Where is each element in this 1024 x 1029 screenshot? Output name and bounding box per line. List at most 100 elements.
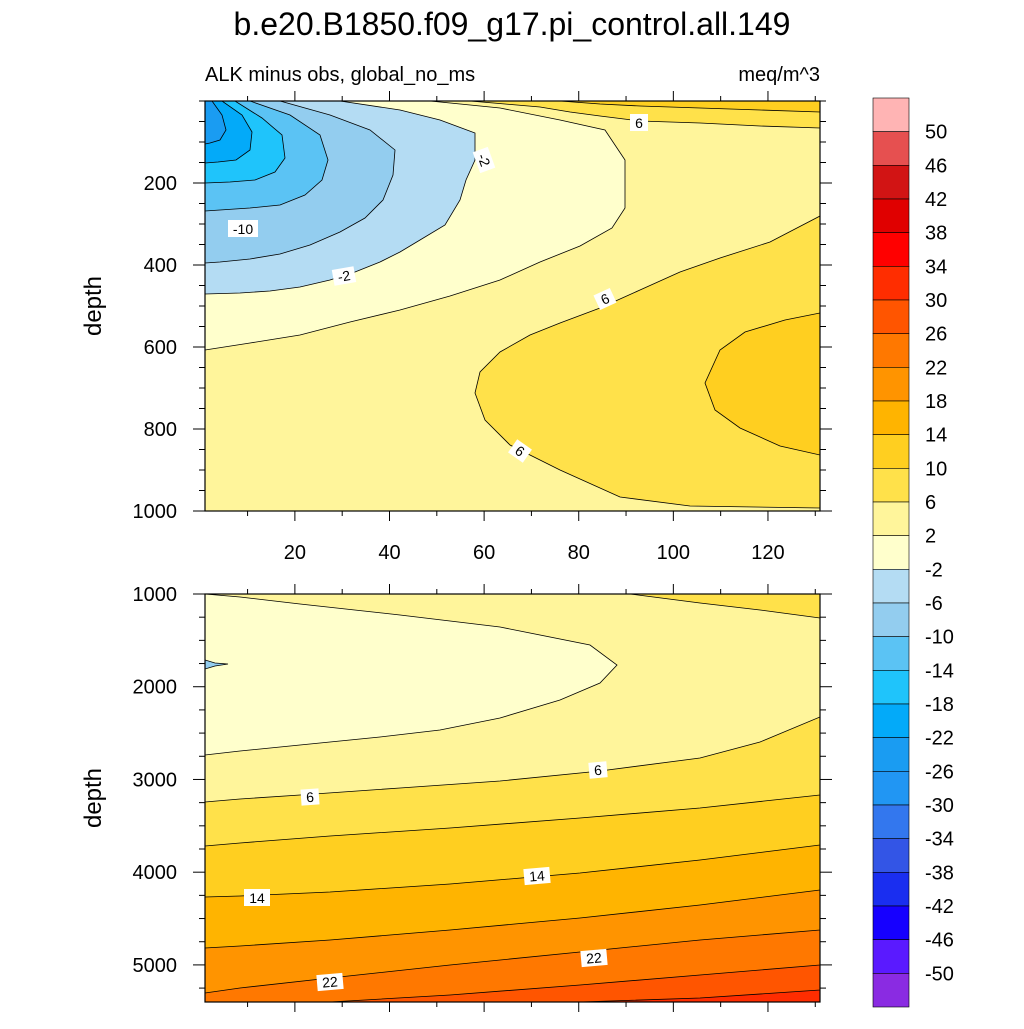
colorbar-box [872, 501, 910, 536]
colorbar-label: 26 [925, 324, 947, 346]
colorbar-label: -38 [925, 862, 954, 884]
lower-panel [205, 594, 820, 1002]
colorbar-label: 2 [925, 526, 936, 548]
y-tick-label: 4000 [133, 862, 178, 884]
colorbar-label: 42 [925, 189, 947, 211]
y-tick-label: 2000 [133, 677, 178, 699]
colorbar-box [872, 131, 910, 166]
colorbar-label: -22 [925, 728, 954, 750]
colorbar-box [872, 198, 910, 233]
upper-contour-label-m2-b: -2 [336, 267, 351, 285]
upper-contour-labels: 6 -2 -10 -2 6 6 [228, 114, 648, 463]
top-fill-14-right [704, 312, 820, 456]
colorbar-label: -42 [925, 896, 954, 918]
x-tick-label: 20 [284, 542, 306, 564]
colorbar-box [872, 232, 910, 267]
lower-panel-frame [204, 593, 821, 1003]
x-tick-label: 60 [473, 542, 495, 564]
y-tick-label: 3000 [133, 769, 178, 791]
lower-label-5: 22 [580, 948, 608, 968]
colorbar-box [872, 367, 910, 402]
colorbar-label: 38 [925, 223, 947, 245]
colorbar-label: 14 [925, 425, 947, 447]
bot-fill-surface-10 [629, 594, 820, 619]
colorbar-label: 34 [925, 256, 947, 278]
upper-label-6: 6 [508, 439, 532, 463]
colorbar-box [872, 905, 910, 940]
axis-ticks-upper [193, 91, 832, 521]
bottom-ylabel: depth [80, 768, 107, 828]
colorbar-label: -6 [925, 593, 943, 615]
bot-fill-2 [205, 594, 618, 756]
axis-tick-labels-upper: 20 40 60 80 100 120 200 400 600 800 1000 [133, 173, 785, 564]
upper-label-3: -10 [228, 220, 258, 237]
x-tick-label: 100 [657, 542, 690, 564]
colorbar-label: -18 [925, 694, 954, 716]
colorbar-box [872, 97, 910, 132]
lower-label-6: 22 [316, 972, 344, 992]
colorbar-box [872, 333, 910, 368]
upper-label-2: -2 [472, 146, 496, 174]
colorbar-box [872, 670, 910, 705]
colorbar-label: -14 [925, 660, 954, 682]
lower-contour-label-6-a: 6 [593, 762, 602, 779]
colorbar-label: -10 [925, 627, 954, 649]
colorbar-box [872, 939, 910, 974]
colorbar-label: 50 [925, 122, 947, 144]
chart-units-label: meq/m^3 [738, 64, 820, 86]
lower-contour-label-6-b: 6 [306, 789, 315, 806]
lower-contour-label-22-a: 22 [586, 949, 603, 966]
colorbar-box [872, 973, 910, 1008]
colorbar-box [872, 299, 910, 334]
x-tick-label: 120 [751, 542, 784, 564]
axes: 20 40 60 80 100 120 200 400 600 800 1000 1000 2000 30… [133, 91, 832, 1012]
colorbar-box [872, 703, 910, 738]
chart-subtitle-left: ALK minus obs, global_no_ms [205, 64, 475, 86]
colorbar-box [872, 636, 910, 671]
colorbar-box [872, 434, 910, 469]
bot-fill-minus2-sliver [205, 659, 229, 670]
colorbar-label: 30 [925, 290, 947, 312]
colorbar-label: -26 [925, 761, 954, 783]
top-ylabel: depth [80, 276, 107, 336]
axis-tick-labels-lower: 1000 2000 3000 4000 5000 [133, 584, 178, 977]
colorbar-label: 6 [925, 492, 936, 514]
y-tick-label: 400 [144, 255, 177, 277]
colorbar-label: -46 [925, 930, 954, 952]
colorbar-box [872, 602, 910, 637]
y-tick-label: 5000 [133, 955, 178, 977]
upper-panel [205, 101, 820, 511]
chart-title: b.e20.B1850.f09_g17.pi_control.all.149 [234, 6, 791, 42]
colorbar: 50 46 42 38 34 30 26 22 18 14 10 6 2 -2 -6 -10 -14 -18 -22… [872, 97, 954, 1008]
colorbar-label: -50 [925, 963, 954, 985]
colorbar-box [872, 569, 910, 604]
colorbar-label: -34 [925, 829, 954, 851]
y-tick-label: 800 [144, 419, 177, 441]
upper-contour-label-6-a: 6 [635, 115, 643, 131]
colorbar-label: 18 [925, 391, 947, 413]
y-tick-label: 1000 [133, 501, 178, 523]
upper-label-5: 6 [593, 287, 617, 311]
colorbar-label: -30 [925, 795, 954, 817]
upper-label-1: 6 [630, 114, 648, 131]
colorbar-box [872, 400, 910, 435]
colorbar-box [872, 804, 910, 839]
lower-contour-label-14-b: 14 [249, 890, 265, 906]
colorbar-box [872, 535, 910, 570]
lower-contour-label-22-b: 22 [322, 973, 339, 990]
upper-contour-label-m2-a: -2 [474, 151, 493, 168]
colorbar-box [872, 165, 910, 200]
lower-label-3: 14 [523, 866, 551, 886]
colorbar-boxes [872, 97, 910, 1008]
colorbar-label: 46 [925, 155, 947, 177]
colorbar-label: -2 [925, 559, 943, 581]
lower-label-4: 14 [244, 889, 270, 906]
lower-contour-label-14-a: 14 [529, 867, 546, 884]
lower-label-2: 6 [300, 788, 320, 806]
upper-contour-label-m10: -10 [233, 221, 253, 237]
colorbar-box [872, 872, 910, 907]
y-tick-label: 1000 [133, 584, 178, 606]
lower-contour-labels: 6 6 14 14 22 22 [244, 761, 608, 992]
